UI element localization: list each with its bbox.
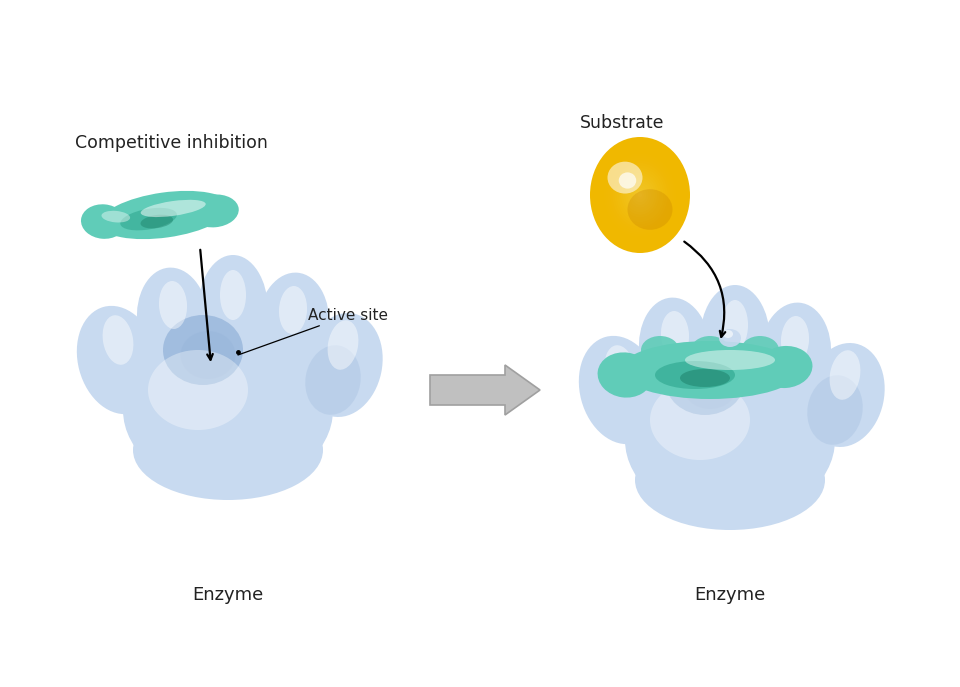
Ellipse shape (141, 200, 205, 217)
Ellipse shape (198, 255, 268, 365)
Text: Enzyme: Enzyme (694, 586, 766, 604)
Ellipse shape (627, 180, 653, 210)
Ellipse shape (137, 268, 209, 372)
Ellipse shape (303, 313, 383, 417)
Ellipse shape (103, 315, 133, 365)
Ellipse shape (807, 375, 863, 444)
Ellipse shape (597, 146, 683, 245)
Ellipse shape (641, 336, 679, 364)
Ellipse shape (180, 331, 235, 379)
Ellipse shape (650, 380, 750, 460)
Ellipse shape (81, 204, 126, 239)
Ellipse shape (619, 172, 636, 189)
Ellipse shape (683, 361, 737, 409)
Ellipse shape (805, 343, 885, 447)
Ellipse shape (597, 352, 653, 398)
Ellipse shape (758, 302, 831, 407)
Ellipse shape (625, 360, 835, 520)
Ellipse shape (637, 192, 642, 197)
Ellipse shape (148, 350, 248, 430)
Ellipse shape (620, 341, 800, 399)
Ellipse shape (625, 178, 655, 212)
Ellipse shape (691, 336, 729, 364)
Ellipse shape (634, 188, 646, 203)
Ellipse shape (638, 297, 711, 403)
Ellipse shape (719, 329, 741, 347)
Ellipse shape (602, 150, 679, 239)
Ellipse shape (661, 311, 689, 359)
Ellipse shape (630, 183, 651, 207)
Ellipse shape (829, 350, 860, 400)
Ellipse shape (616, 168, 663, 222)
Ellipse shape (608, 158, 672, 232)
Ellipse shape (628, 189, 673, 229)
Ellipse shape (606, 155, 674, 234)
Ellipse shape (123, 330, 333, 490)
Ellipse shape (614, 166, 665, 225)
Ellipse shape (605, 346, 636, 395)
Ellipse shape (723, 330, 733, 338)
Ellipse shape (741, 336, 779, 364)
Ellipse shape (590, 137, 690, 253)
Ellipse shape (600, 148, 681, 242)
Text: Enzyme: Enzyme (192, 586, 264, 604)
Ellipse shape (159, 281, 187, 329)
Text: Substrate: Substrate (580, 114, 664, 132)
Ellipse shape (327, 320, 358, 370)
Ellipse shape (685, 350, 775, 370)
Ellipse shape (700, 285, 770, 395)
Ellipse shape (163, 315, 243, 385)
FancyArrow shape (430, 365, 540, 415)
Ellipse shape (665, 345, 745, 415)
Ellipse shape (680, 369, 730, 387)
Ellipse shape (257, 273, 329, 377)
Ellipse shape (140, 214, 173, 229)
Ellipse shape (655, 361, 735, 389)
Ellipse shape (632, 185, 649, 205)
Ellipse shape (636, 190, 644, 200)
Ellipse shape (604, 153, 676, 237)
Ellipse shape (305, 345, 361, 415)
Text: Active site: Active site (238, 308, 388, 355)
Ellipse shape (722, 300, 748, 350)
Ellipse shape (623, 175, 657, 215)
Ellipse shape (635, 430, 825, 530)
Ellipse shape (621, 173, 660, 217)
Ellipse shape (133, 400, 323, 500)
Ellipse shape (190, 194, 239, 227)
Ellipse shape (781, 316, 809, 364)
Ellipse shape (100, 191, 230, 239)
Ellipse shape (579, 336, 661, 444)
Ellipse shape (611, 161, 670, 229)
Ellipse shape (608, 161, 642, 194)
Ellipse shape (120, 208, 177, 230)
Ellipse shape (77, 306, 159, 414)
Ellipse shape (612, 163, 667, 227)
Ellipse shape (279, 286, 307, 334)
Ellipse shape (220, 270, 246, 320)
Ellipse shape (102, 211, 131, 223)
Text: Competitive inhibition: Competitive inhibition (75, 134, 268, 152)
Ellipse shape (757, 346, 812, 388)
Ellipse shape (619, 170, 661, 220)
